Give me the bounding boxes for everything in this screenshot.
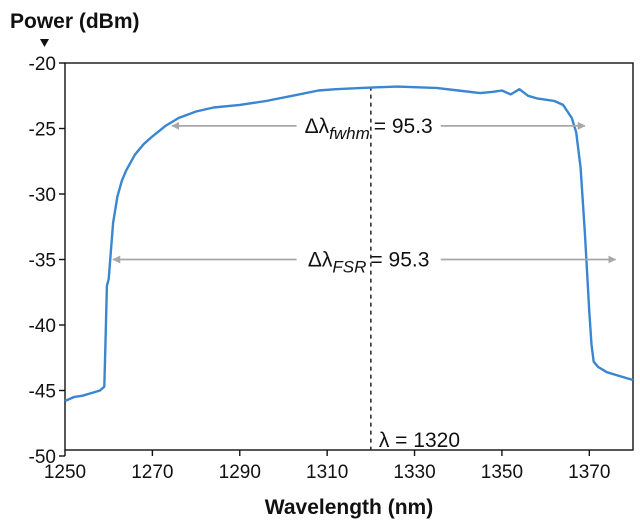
- y-tick-label: -40: [29, 316, 56, 337]
- y-axis: -20 -25 -30 -35 -40 -45 -50: [29, 54, 65, 468]
- plot-frame: [64, 62, 634, 451]
- spectrum-line: [64, 85, 634, 403]
- fwhm-lambda: Δλ: [305, 115, 330, 138]
- x-tick-label: 1250: [44, 462, 86, 483]
- fwhm-annotation: Δλfwhm = 95.3: [171, 115, 586, 143]
- x-axis-title: Wavelength (nm): [265, 496, 433, 519]
- y-axis-title: Power (dBm): [10, 10, 140, 33]
- y-axis-title-pointer-icon: [40, 39, 49, 47]
- y-tick-label: -35: [29, 251, 56, 272]
- fwhm-value: = 95.3: [374, 115, 433, 138]
- fsr-label: ΔλFSR = 95.3: [308, 249, 430, 277]
- y-tick-label: -20: [29, 54, 56, 75]
- x-tick-label: 1350: [481, 462, 523, 483]
- fwhm-subscript: fwhm: [329, 124, 370, 143]
- y-tick-label: -45: [29, 382, 56, 403]
- x-axis: 1250 1270 1290 1310 1330 1350 1370: [44, 450, 610, 483]
- x-tick-label: 1370: [568, 462, 610, 483]
- y-tick-label: -30: [29, 185, 56, 206]
- fsr-value: = 95.3: [370, 249, 429, 272]
- fwhm-label: Δλfwhm = 95.3: [305, 115, 433, 143]
- y-tick-label: -50: [29, 447, 56, 468]
- x-tick-label: 1330: [393, 462, 435, 483]
- x-tick-label: 1270: [131, 462, 173, 483]
- y-tick-label: -25: [29, 120, 56, 141]
- fsr-annotation: ΔλFSR = 95.3: [112, 249, 617, 277]
- wavelength-marker-label: λ = 1320: [379, 429, 460, 452]
- x-tick-label: 1290: [219, 462, 261, 483]
- x-tick-label: 1310: [306, 462, 348, 483]
- fsr-subscript: FSR: [332, 258, 366, 277]
- fsr-lambda: Δλ: [308, 249, 333, 272]
